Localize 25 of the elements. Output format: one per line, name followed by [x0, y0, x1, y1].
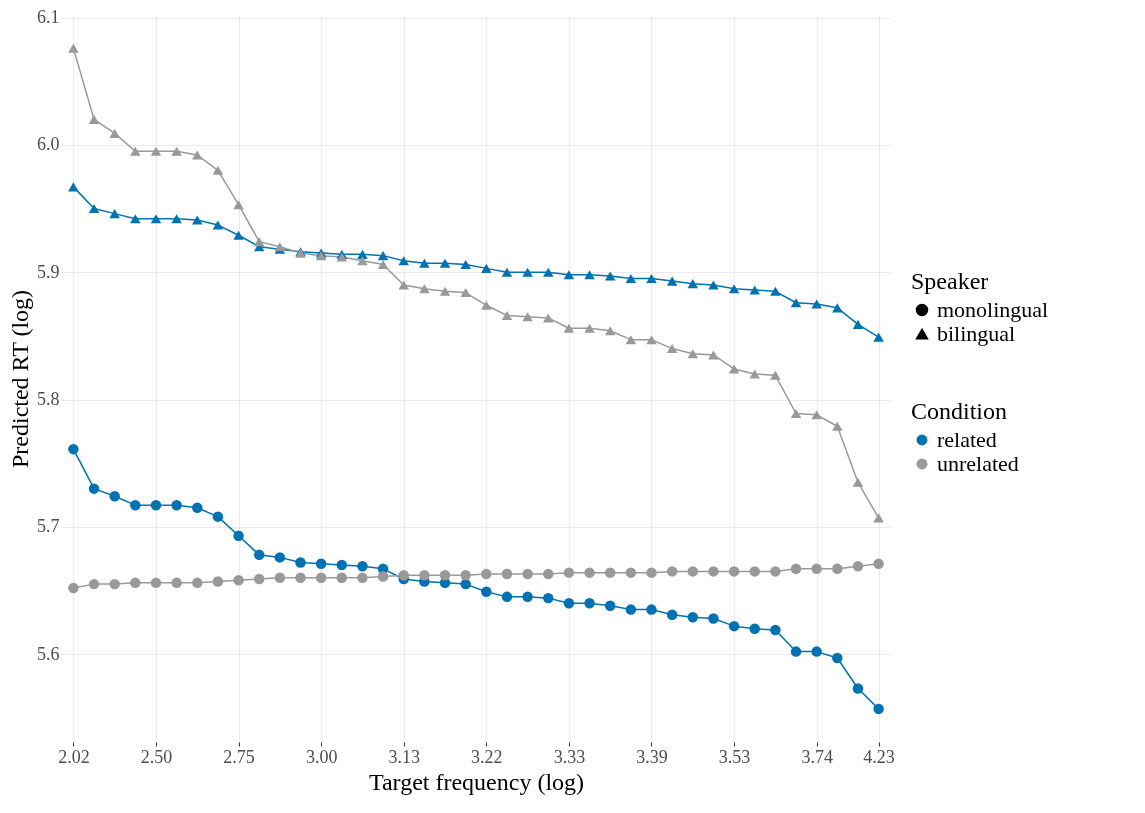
- legend-label: related: [937, 427, 997, 452]
- text: Speaker: [911, 268, 989, 294]
- x-tick-label: 2.75: [223, 746, 255, 767]
- x-axis-title: Target frequency (log): [368, 768, 585, 795]
- x-tick-label: 3.33: [553, 746, 586, 767]
- x-tick-label: 2.02: [58, 746, 90, 767]
- y-axis-title: Predicted RT (log): [7, 289, 33, 469]
- y-tick-label: 5.6: [37, 643, 60, 664]
- legend-label: unrelated: [937, 451, 1019, 476]
- y-tick-label: 6.0: [37, 134, 60, 155]
- x-tick-label: 3.53: [718, 746, 751, 767]
- x-tick-label: 3.74: [801, 746, 833, 767]
- x-tick-label: 3.22: [471, 746, 503, 767]
- x-tick-label: 2.50: [140, 746, 173, 767]
- y-tick-label: 6.1: [37, 7, 60, 28]
- text: bilingual: [937, 321, 1016, 346]
- x-tick-label: 3.13: [388, 746, 420, 767]
- x-tick-label: 3.00: [305, 746, 338, 767]
- x-tick-label: 4.23: [863, 746, 895, 767]
- y-tick-label: 5.8: [37, 389, 60, 410]
- text: monolingual: [937, 297, 1049, 322]
- text: Condition: [911, 398, 1008, 424]
- y-tick-label: 5.9: [37, 261, 60, 282]
- x-tick-label: 3.39: [636, 746, 668, 767]
- y-tick-label: 5.7: [37, 516, 60, 537]
